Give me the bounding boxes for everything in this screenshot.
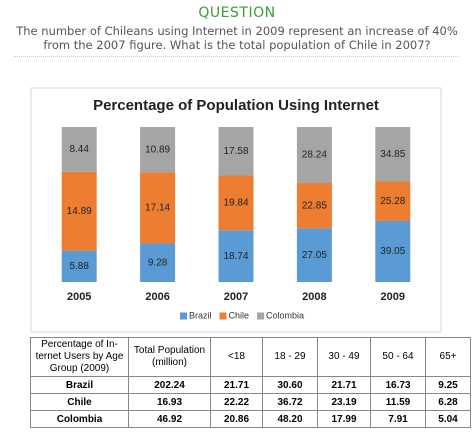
table-cell: 20.86: [210, 410, 263, 428]
bar-segment: [296, 127, 332, 184]
value-label: 28.24: [302, 150, 327, 161]
value-label: 14.89: [67, 206, 92, 217]
header-cell: 65+: [425, 337, 471, 377]
table-cell: 5.04: [425, 410, 471, 428]
bar-segment: [296, 228, 332, 282]
bar-segment: [375, 127, 411, 182]
bar-segment: [218, 127, 254, 176]
table-cell: 30.60: [262, 376, 318, 394]
table-cell: 21.71: [317, 376, 371, 394]
x-tick-label: 2006: [145, 291, 169, 303]
value-label: 10.89: [145, 144, 170, 155]
table-row: Chile 16.93 22.22 36.72 23.19 11.59 6.28: [30, 393, 471, 411]
table-cell: Brazil: [30, 376, 129, 394]
bar-segment: [61, 171, 97, 251]
bar-segment: [218, 175, 254, 231]
table-cell: 16.73: [370, 376, 426, 394]
x-tick-label: 2007: [224, 291, 248, 303]
table-row: Colombia 46.92 20.86 48.20 17.99 7.91 5.04: [30, 410, 471, 428]
table-cell: 7.91: [370, 410, 426, 428]
table-cell: 11.59: [370, 393, 426, 411]
value-label: 25.28: [380, 196, 405, 207]
bar-segment: [375, 220, 411, 282]
table-cell: 21.71: [210, 376, 263, 394]
bar-segment: [375, 181, 411, 221]
header-cell: 50 - 64: [370, 337, 426, 377]
legend-swatch: [180, 312, 187, 320]
table-cell: Colombia: [30, 410, 129, 428]
header-cell: <18: [210, 337, 263, 377]
question-heading: QUESTION: [198, 5, 276, 21]
value-label: 18.74: [223, 251, 248, 262]
bar-segment: [218, 230, 254, 282]
bar-segment: [296, 183, 332, 229]
bar-segment: [61, 250, 97, 282]
table-cell: 9.25: [425, 376, 471, 394]
value-label: 19.84: [223, 198, 248, 209]
value-label: 8.44: [69, 144, 89, 155]
value-label: 5.88: [69, 261, 89, 272]
bar-segment: [140, 127, 176, 173]
value-label: 39.05: [380, 246, 405, 257]
table-cell: 17.99: [317, 410, 371, 428]
table-cell: 16.93: [128, 393, 211, 411]
chart-title: Percentage of Population Using Internet: [93, 97, 379, 114]
value-label: 17.14: [145, 202, 170, 213]
x-tick-label: 2005: [67, 291, 91, 303]
legend-swatch: [257, 312, 265, 320]
value-label: 17.58: [223, 146, 248, 157]
data-table: Percentage of In-ternet Users by Age Gro…: [30, 337, 471, 428]
bar-segment: [140, 243, 176, 282]
legend-label: Colombia: [266, 310, 304, 320]
legend-label: Brazil: [189, 310, 212, 320]
table-cell: Chile: [30, 393, 129, 411]
x-tick-label: 2008: [302, 291, 326, 303]
value-label: 27.05: [302, 250, 327, 261]
header-cell: Total Population (million): [128, 337, 211, 377]
value-label: 22.85: [302, 200, 327, 211]
table-cell: 48.20: [262, 410, 318, 428]
table-cell: 22.22: [210, 393, 263, 411]
separator: [14, 56, 460, 57]
legend-swatch: [219, 312, 227, 320]
legend-label: Chile: [229, 310, 250, 320]
x-tick-label: 2009: [381, 291, 405, 303]
table-cell: 202.24: [128, 376, 211, 394]
table-cell: 46.92: [128, 410, 211, 428]
bar-segment: [140, 172, 176, 244]
chart: Percentage of Population Using Internet …: [30, 87, 442, 333]
value-label: 34.85: [380, 149, 405, 160]
header-row: Percentage of In-ternet Users by Age Gro…: [30, 337, 471, 377]
table-cell: 36.72: [262, 393, 318, 411]
table-body: Brazil 202.24 21.71 30.60 21.71 16.73 9.25 Chil…: [30, 376, 471, 428]
header-cell: 18 - 29: [262, 337, 318, 377]
header-cell: 30 - 49: [317, 337, 371, 377]
table-row: Brazil 202.24 21.71 30.60 21.71 16.73 9.25: [30, 376, 471, 394]
value-label: 9.28: [148, 257, 168, 268]
header-cell: Percentage of In-ternet Users by Age Gro…: [30, 337, 129, 377]
question-text: The number of Chileans using Internet in…: [16, 24, 458, 52]
bar-segment: [61, 127, 97, 172]
table-cell: 23.19: [317, 393, 371, 411]
table-cell: 6.28: [425, 393, 471, 411]
